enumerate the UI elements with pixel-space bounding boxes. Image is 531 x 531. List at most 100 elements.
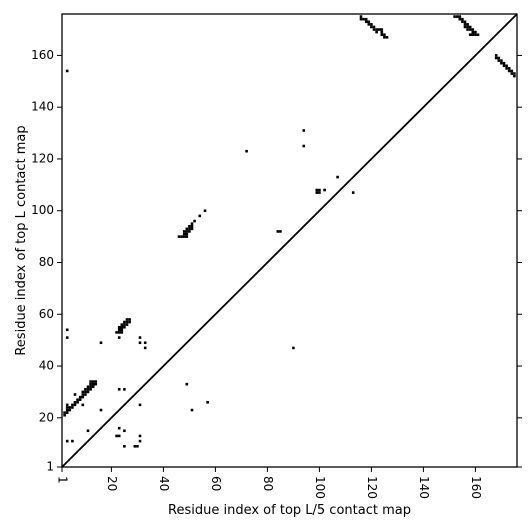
- contact-point-upper: [377, 28, 381, 31]
- y-axis-label: Residue index of top L contact map: [14, 125, 29, 355]
- contact-point-upper: [458, 17, 462, 21]
- x-tick-label: 1: [56, 476, 70, 484]
- contact-point-upper: [190, 224, 194, 228]
- contact-point-upper: [367, 20, 371, 24]
- contact-point-lower: [73, 393, 77, 396]
- x-tick-label: 40: [157, 476, 171, 491]
- contact-point-lower: [84, 393, 87, 396]
- contact-point-upper: [463, 20, 467, 24]
- contact-point-lower: [120, 323, 124, 326]
- contact-point-upper: [367, 23, 371, 26]
- contact-point-lower: [125, 323, 129, 326]
- x-axis-ticks: 1 20 40 60 80 100 120 140 160: [56, 467, 483, 499]
- contact-point-upper: [302, 129, 306, 132]
- contact-point-upper: [190, 227, 194, 231]
- diagonal-line: [61, 13, 518, 468]
- contact-point-lower: [65, 408, 69, 412]
- contact-point-upper: [497, 59, 501, 62]
- x-tick-label: 120: [365, 476, 379, 499]
- y-tick-label: 140: [31, 100, 54, 114]
- contact-point-lower: [68, 408, 72, 412]
- contact-point-upper: [203, 209, 207, 213]
- contact-point-lower: [81, 403, 85, 407]
- y-tick-label: 60: [39, 307, 54, 321]
- contact-point-lower: [123, 445, 126, 448]
- contact-point-lower: [133, 445, 137, 448]
- y-tick-label: 100: [31, 203, 54, 217]
- y-tick-label: 120: [31, 151, 54, 165]
- contact-point-lower: [120, 331, 124, 334]
- contact-point-upper: [500, 61, 503, 65]
- plot-frame: [61, 13, 518, 468]
- contact-point-upper: [497, 56, 501, 60]
- contact-point-upper: [471, 30, 475, 34]
- contact-point-upper: [375, 30, 378, 34]
- contact-point-lower: [73, 403, 77, 407]
- contact-point-upper: [193, 219, 196, 223]
- contact-point-upper: [507, 69, 511, 73]
- y-tick-label: 20: [39, 410, 54, 424]
- contact-point-lower: [117, 325, 121, 329]
- contact-point-upper: [500, 59, 503, 62]
- x-tick-label: 80: [261, 476, 275, 491]
- contact-point-upper: [185, 230, 189, 233]
- contact-point-lower: [117, 388, 121, 391]
- contact-point-upper: [315, 188, 319, 192]
- contact-point-upper: [455, 15, 459, 18]
- contact-point-lower: [115, 331, 118, 334]
- contact-point-lower: [138, 434, 142, 438]
- contact-point-upper: [502, 61, 506, 65]
- contact-point-upper: [364, 17, 368, 21]
- contact-point-lower: [123, 325, 126, 329]
- contact-point-lower: [94, 382, 98, 386]
- contact-point-upper: [185, 227, 189, 231]
- contact-point-upper: [513, 74, 516, 78]
- contact-point-lower: [65, 406, 69, 409]
- contact-point-upper: [510, 72, 514, 75]
- contact-point-lower: [125, 318, 129, 321]
- contact-point-lower: [86, 390, 90, 394]
- contact-point-upper: [323, 188, 326, 192]
- contact-point-lower: [81, 393, 85, 396]
- x-tick-label: 160: [469, 476, 483, 499]
- contact-point-upper: [463, 25, 467, 29]
- contact-point-upper: [279, 230, 282, 233]
- contact-point-lower: [84, 388, 87, 391]
- x-tick-label: 60: [209, 476, 223, 491]
- contact-point-lower: [138, 439, 142, 443]
- contact-point-upper: [471, 33, 475, 36]
- contact-point-upper: [494, 54, 498, 57]
- contact-point-lower: [117, 328, 121, 332]
- contact-point-upper: [188, 230, 191, 233]
- contact-point-upper: [359, 17, 363, 21]
- contact-point-upper: [468, 25, 472, 29]
- x-tick-label: 140: [417, 476, 431, 499]
- contact-point-upper: [474, 33, 477, 36]
- contact-point-upper: [372, 25, 376, 29]
- contact-point-upper: [336, 175, 339, 179]
- contact-point-lower: [143, 346, 147, 350]
- contact-point-upper: [380, 28, 384, 31]
- contact-point-upper: [383, 33, 386, 36]
- contact-point-lower: [292, 346, 295, 350]
- contact-point-lower: [120, 325, 124, 329]
- contact-point-upper: [302, 144, 306, 148]
- contact-point-lower: [190, 408, 194, 412]
- x-tick-label: 100: [313, 476, 327, 499]
- contact-point-upper: [380, 30, 384, 34]
- contact-point-lower: [76, 398, 79, 401]
- contact-point-lower: [63, 411, 66, 414]
- contact-point-upper: [385, 36, 389, 39]
- contact-point-lower: [123, 320, 126, 324]
- contact-point-upper: [461, 17, 464, 21]
- contact-point-upper: [466, 28, 469, 31]
- contact-point-upper: [182, 235, 186, 238]
- contact-point-upper: [188, 224, 191, 228]
- contact-point-lower: [115, 434, 118, 438]
- contact-point-lower: [123, 388, 126, 391]
- contact-point-lower: [128, 318, 131, 321]
- contact-point-lower: [91, 385, 95, 389]
- contact-point-upper: [476, 33, 480, 36]
- contact-point-upper: [245, 149, 248, 153]
